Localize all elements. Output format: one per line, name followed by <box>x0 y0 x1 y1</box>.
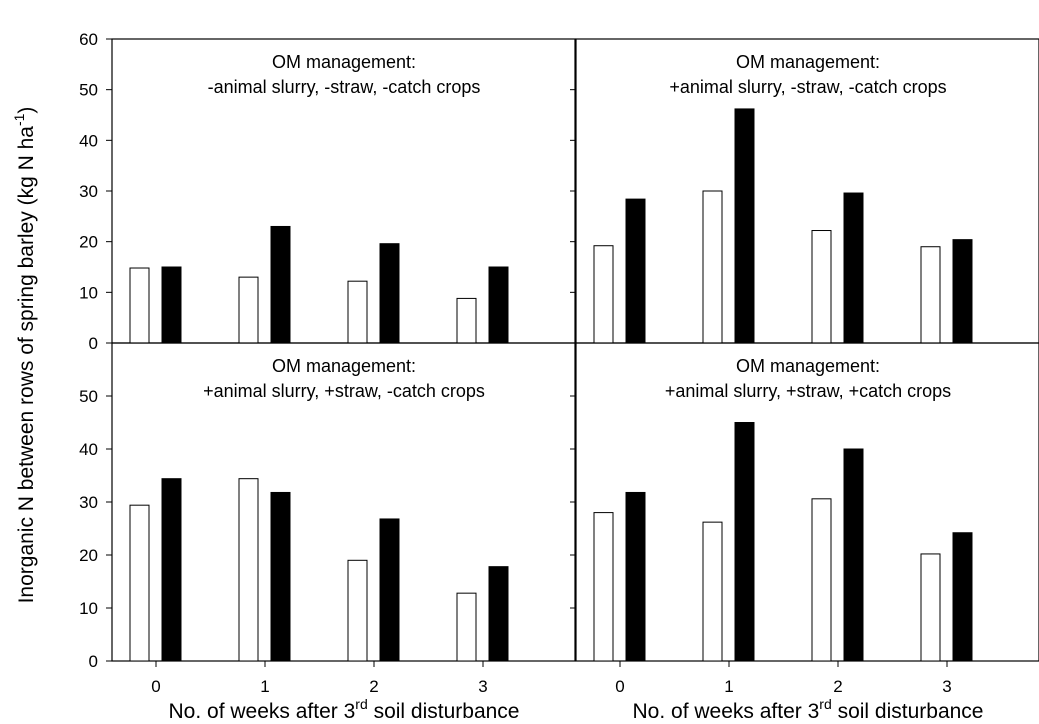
panel-title-line-2: +animal slurry, +straw, -catch crops <box>203 381 485 401</box>
bar-series1-cat3 <box>920 246 941 344</box>
bar-series1-cat2 <box>811 498 832 662</box>
x-axis-label-suffix: soil disturbance <box>832 700 984 723</box>
bar-series1-cat0 <box>129 267 150 344</box>
y-axis-label: Inorganic N between rows of spring barle… <box>11 107 38 604</box>
x-tick-label: 2 <box>833 677 842 696</box>
chart-panel-2: OM management: +animal slurry, -straw, -c… <box>570 38 1039 344</box>
y-tick-label: 10 <box>79 599 98 618</box>
panel-title-line-2: +animal slurry, +straw, +catch crops <box>665 381 951 401</box>
panel-title-line-1: OM management: <box>736 356 880 376</box>
bar-series1-cat1 <box>238 276 259 344</box>
panel-title-line-2: -animal slurry, -straw, -catch crops <box>208 77 481 97</box>
y-tick-label: 50 <box>79 387 98 406</box>
y-axis-label-superscript: -1 <box>11 113 27 126</box>
y-tick-label: 20 <box>79 233 98 252</box>
bar-series2-cat0 <box>625 491 646 662</box>
bar-series1-cat1 <box>702 190 723 344</box>
x-axis-label-prefix: No. of weeks after 3 <box>169 700 356 723</box>
y-tick-label: 50 <box>79 81 98 100</box>
bar-series1-cat0 <box>593 512 614 662</box>
bar-series1-cat0 <box>129 504 150 662</box>
x-tick-label: 3 <box>478 677 487 696</box>
panel-title-line-2: +animal slurry, -straw, -catch crops <box>669 77 946 97</box>
chart-panel-4: 0 1 2 3 OM management: +animal slurry, +straw… <box>570 342 1039 696</box>
bar-series1-cat3 <box>456 592 477 662</box>
bar-series2-cat2 <box>379 518 400 662</box>
bar-series2-cat2 <box>379 243 400 344</box>
bar-series2-cat3 <box>952 532 973 662</box>
y-axis-label-close: ) <box>15 107 38 114</box>
bar-series1-cat3 <box>456 297 477 344</box>
panel-title-line-1: OM management: <box>272 52 416 72</box>
bar-series2-cat1 <box>270 491 291 662</box>
x-axis-label-left: No. of weeks after 3rd soil disturbance <box>169 696 520 723</box>
y-tick-label: 20 <box>79 546 98 565</box>
chart-panel-1: 0 10 20 30 40 50 60 OM management: -animal slurr… <box>79 30 576 353</box>
bar-series2-cat1 <box>734 422 755 662</box>
bar-series2-cat3 <box>488 266 509 344</box>
bar-series2-cat1 <box>270 225 291 344</box>
bar-series1-cat2 <box>347 280 368 344</box>
x-axis-label-right: No. of weeks after 3rd soil disturbance <box>633 696 984 723</box>
bar-series1-cat1 <box>238 478 259 662</box>
y-tick-label: 0 <box>89 334 98 353</box>
x-axis-label-prefix: No. of weeks after 3 <box>633 700 820 723</box>
y-tick-label: 0 <box>89 652 98 671</box>
bar-series2-cat0 <box>161 266 182 344</box>
bar-series1-cat2 <box>347 559 368 662</box>
panel-title-line-1: OM management: <box>736 52 880 72</box>
bar-series2-cat1 <box>734 108 755 344</box>
x-tick-label: 1 <box>724 677 733 696</box>
chart-panel-3: 0 10 20 30 40 50 0 1 2 3 OM management: +animal slu… <box>79 342 576 696</box>
bar-series2-cat0 <box>625 198 646 344</box>
x-tick-label: 3 <box>942 677 951 696</box>
bar-series1-cat2 <box>811 230 832 344</box>
bar-series2-cat3 <box>488 566 509 662</box>
x-axis-label-superscript: rd <box>355 696 367 712</box>
y-tick-label: 30 <box>79 493 98 512</box>
bar-series1-cat0 <box>593 245 614 344</box>
y-tick-label: 40 <box>79 440 98 459</box>
x-tick-label: 0 <box>615 677 624 696</box>
y-tick-label: 60 <box>79 30 98 49</box>
y-tick-label: 40 <box>79 131 98 150</box>
x-axis-label-suffix: soil disturbance <box>368 700 520 723</box>
panel-title-line-1: OM management: <box>272 356 416 376</box>
bar-series2-cat3 <box>952 239 973 344</box>
x-tick-label: 2 <box>369 677 378 696</box>
bar-series2-cat0 <box>161 478 182 662</box>
x-axis-label-superscript: rd <box>819 696 831 712</box>
x-tick-label: 1 <box>260 677 269 696</box>
y-tick-label: 30 <box>79 182 98 201</box>
bar-series1-cat1 <box>702 521 723 662</box>
bar-series2-cat2 <box>843 448 864 662</box>
y-tick-label: 10 <box>79 283 98 302</box>
x-tick-label: 0 <box>151 677 160 696</box>
bar-series1-cat3 <box>920 553 941 662</box>
bar-series2-cat2 <box>843 192 864 344</box>
y-axis-label-text: Inorganic N between rows of spring barle… <box>15 126 38 604</box>
